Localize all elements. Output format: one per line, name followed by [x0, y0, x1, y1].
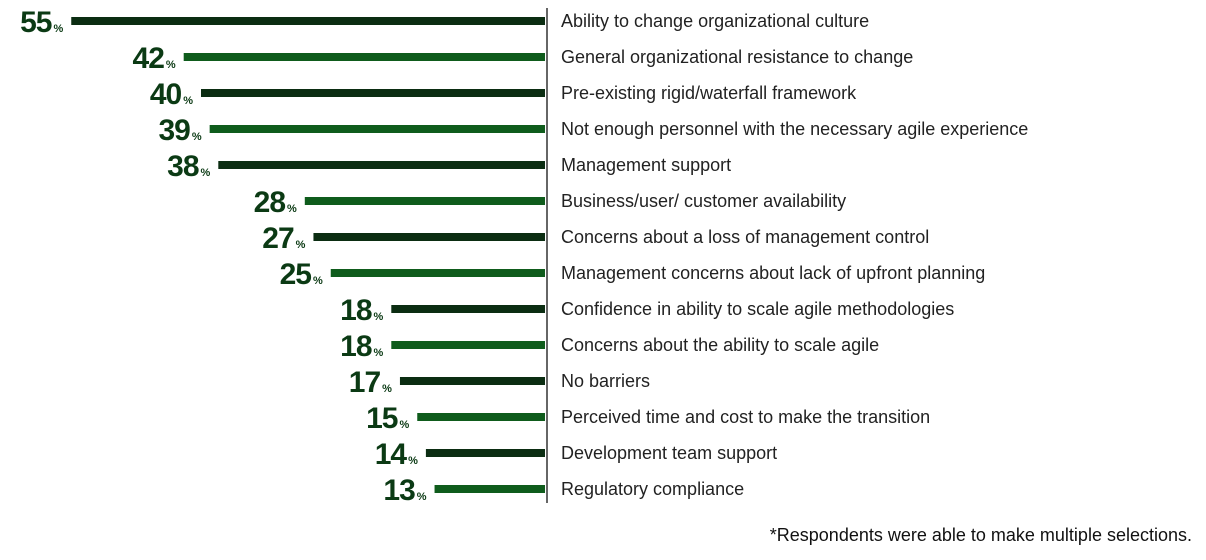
value-number: 25	[280, 258, 312, 291]
bar	[399, 377, 545, 385]
value-number: 55	[20, 6, 52, 39]
bar	[209, 125, 545, 133]
value-number: 28	[254, 186, 286, 219]
category-label: Business/user/ customer availability	[561, 191, 846, 211]
category-label: Confidence in ability to scale agile met…	[561, 299, 954, 319]
value-label: 38%	[167, 150, 210, 183]
category-label: Management concerns about lack of upfron…	[561, 263, 985, 283]
value-label: 13%	[383, 474, 426, 507]
value-unit: %	[192, 131, 202, 143]
category-label: General organizational resistance to cha…	[561, 47, 913, 67]
value-unit: %	[374, 311, 384, 323]
value-unit: %	[53, 23, 63, 35]
value-label: 27%	[262, 222, 305, 255]
value-unit: %	[296, 239, 306, 251]
value-label: 39%	[158, 114, 201, 147]
value-label: 28%	[254, 186, 297, 219]
value-number: 39	[158, 114, 190, 147]
bar	[183, 53, 545, 61]
category-label: Not enough personnel with the necessary …	[561, 119, 1028, 139]
value-number: 14	[375, 438, 408, 471]
bar	[425, 449, 545, 457]
value-label: 18%	[340, 330, 383, 363]
value-number: 18	[340, 294, 372, 327]
value-label: 15%	[366, 402, 409, 435]
bar	[434, 485, 545, 493]
value-unit: %	[417, 491, 427, 503]
category-label: Ability to change organizational culture	[561, 11, 869, 31]
value-label: 42%	[133, 42, 176, 75]
value-unit: %	[201, 167, 211, 179]
value-number: 18	[340, 330, 372, 363]
value-unit: %	[382, 383, 392, 395]
value-unit: %	[287, 203, 297, 215]
category-label: Development team support	[561, 443, 777, 463]
value-label: 18%	[340, 294, 383, 327]
bar	[71, 17, 545, 25]
value-label: 40%	[150, 78, 193, 111]
value-number: 15	[366, 402, 398, 435]
value-number: 40	[150, 78, 182, 111]
category-label: Management support	[561, 155, 731, 175]
bar	[330, 269, 545, 277]
category-label: No barriers	[561, 371, 650, 391]
bar	[218, 161, 546, 169]
bar	[391, 305, 545, 313]
category-label: Perceived time and cost to make the tran…	[561, 407, 930, 427]
value-unit: %	[399, 419, 409, 431]
value-unit: %	[313, 275, 323, 287]
value-label: 14%	[375, 438, 418, 471]
value-unit: %	[183, 95, 193, 107]
value-number: 17	[349, 366, 381, 399]
value-number: 38	[167, 150, 199, 183]
value-unit: %	[374, 347, 384, 359]
bar	[391, 341, 545, 349]
bar-chart: 55% Ability to change organizational cult…	[20, 6, 1028, 507]
category-label: Concerns about the ability to scale agil…	[561, 335, 879, 355]
value-number: 27	[262, 222, 294, 255]
value-label: 17%	[349, 366, 392, 399]
bar	[304, 197, 545, 205]
bar	[201, 89, 545, 97]
value-unit: %	[408, 455, 418, 467]
category-label: Concerns about a loss of management cont…	[561, 227, 929, 247]
footnote: *Respondents were able to make multiple …	[769, 525, 1192, 545]
value-label: 55%	[20, 6, 63, 39]
value-unit: %	[166, 59, 176, 71]
bar	[417, 413, 545, 421]
category-label: Regulatory compliance	[561, 479, 744, 499]
value-number: 13	[383, 474, 415, 507]
category-label: Pre-existing rigid/waterfall framework	[561, 83, 857, 103]
value-number: 42	[133, 42, 165, 75]
value-label: 25%	[280, 258, 323, 291]
bar	[313, 233, 545, 241]
